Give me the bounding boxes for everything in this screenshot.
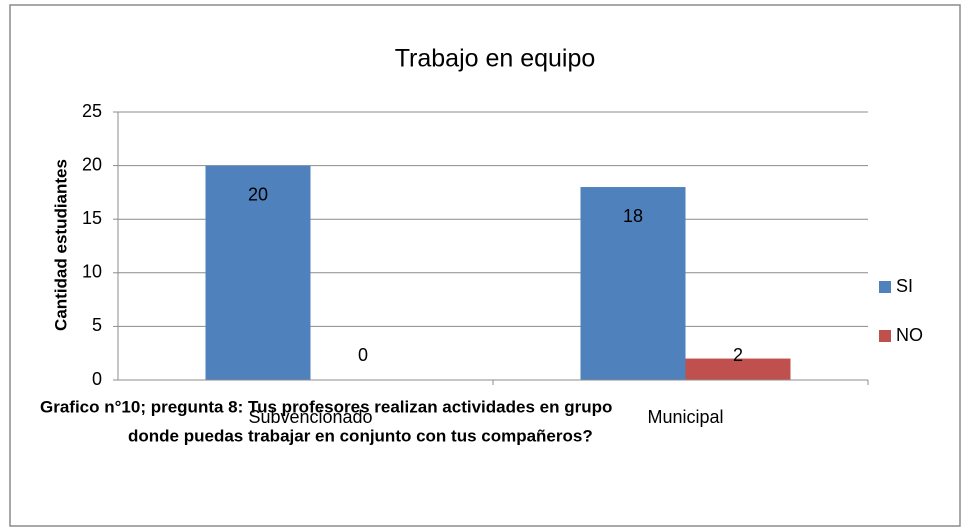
y-tick-label: 25 [82,101,102,121]
y-tick-label: 15 [82,208,102,228]
x-tick-label: Subvencionado [248,407,372,427]
y-tick-label: 20 [82,154,102,174]
legend-label: NO [896,325,923,345]
bar [205,165,311,380]
data-label: 18 [623,206,643,226]
data-label: 0 [358,345,368,365]
y-tick-label: 10 [82,262,102,282]
legend-swatch [879,281,891,293]
y-tick-label: 5 [92,315,102,335]
legend-label: SI [896,276,913,296]
bar [685,358,791,380]
data-label: 20 [248,184,268,204]
caption-line: donde puedas trabajar en conjunto con tu… [128,426,593,445]
y-axis-label: Cantidad estudiantes [51,159,70,331]
chart-title: Trabajo en equipo [395,45,596,73]
caption-line: Grafico n°10; pregunta 8: Tus profesores… [40,397,612,416]
x-tick-label: Municipal [647,407,723,427]
data-label: 2 [733,345,743,365]
legend-swatch [879,330,891,342]
y-tick-label: 0 [92,369,102,389]
chart-border [9,4,961,527]
bar [580,187,686,380]
